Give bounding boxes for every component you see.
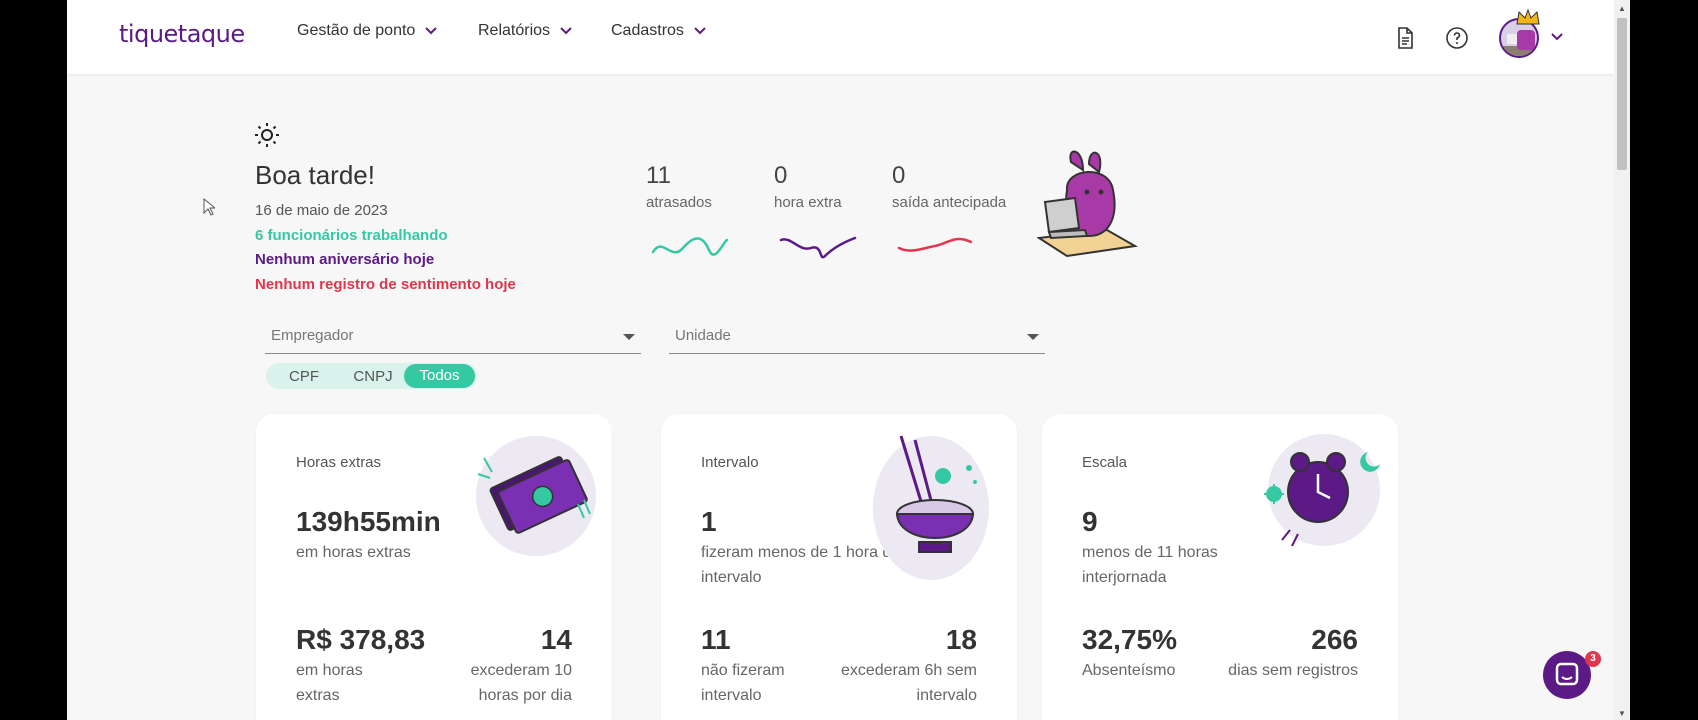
logo[interactable]: tiquetaque xyxy=(119,20,245,48)
unit-select[interactable]: Unidade xyxy=(669,320,1045,354)
card-main-value: 139h55min xyxy=(296,506,441,537)
employer-select-placeholder: Empregador xyxy=(271,327,354,344)
stat-label: hora extra xyxy=(774,194,842,211)
card-secondary-value: 32,75% xyxy=(1082,624,1177,655)
card-title: Horas extras xyxy=(296,454,382,471)
wave-early-leave-sparkline xyxy=(897,237,973,252)
nav-cadastros[interactable]: Cadastros xyxy=(611,22,706,40)
alarm-clock-illustration xyxy=(1264,434,1380,547)
card-tertiary-value: 266 xyxy=(1311,624,1358,655)
card-title: Escala xyxy=(1082,454,1128,471)
help-icon[interactable] xyxy=(1445,26,1469,50)
stat-value: 0 xyxy=(892,162,906,189)
card-main-value: 1 xyxy=(701,506,717,537)
card-secondary-value: 11 xyxy=(701,624,731,655)
toggle-cnpj[interactable]: CNPJ xyxy=(353,367,393,385)
chat-icon xyxy=(1555,662,1579,686)
greeting-date: 16 de maio de 2023 xyxy=(255,202,388,219)
stat-overtime[interactable]: 0 hora extra xyxy=(774,162,842,211)
stat-early-leave[interactable]: 0 saída antecipada xyxy=(892,162,1006,211)
card-schedule[interactable]: Escala 9 menos de 11 horas interjornada … xyxy=(1042,414,1398,720)
chat-unread-badge: 3 xyxy=(1585,651,1601,667)
money-illustration xyxy=(476,436,596,556)
mood-status[interactable]: Nenhum registro de sentimento hoje xyxy=(255,276,516,293)
top-navbar: tiquetaque Gestão de ponto Relatórios Ca… xyxy=(67,0,1614,74)
mouse-cursor-icon xyxy=(203,198,215,216)
nav-gestao-de-ponto[interactable]: Gestão de ponto xyxy=(297,22,438,40)
stat-label: saída antecipada xyxy=(892,194,1007,211)
card-overtime[interactable]: Horas extras 139h55min em horas extras R… xyxy=(256,414,612,720)
document-type-toggle: CPF CNPJ Todos xyxy=(266,363,477,389)
dropdown-arrow-icon xyxy=(623,334,635,340)
employer-select[interactable]: Empregador xyxy=(265,320,641,354)
bunny-mascot-illustration xyxy=(1037,150,1139,258)
noodle-bowl-illustration xyxy=(873,435,989,580)
card-interval[interactable]: Intervalo 1 fizeram menos de 1 hora de i… xyxy=(661,414,1017,720)
nav-label: Cadastros xyxy=(611,22,684,39)
nav-label: Relatórios xyxy=(478,22,551,39)
nav-relatorios[interactable]: Relatórios xyxy=(478,22,572,40)
card-main-value: 9 xyxy=(1082,506,1098,537)
scroll-up-arrow-icon[interactable]: ▲ xyxy=(1618,4,1626,13)
card-tertiary-value: 14 xyxy=(540,624,572,655)
birthday-status[interactable]: Nenhum aniversário hoje xyxy=(255,251,435,268)
card-title: Intervalo xyxy=(701,454,759,471)
chevron-down-icon[interactable] xyxy=(1551,33,1563,41)
card-secondary-caption: não fizeram intervalo xyxy=(701,662,785,704)
scroll-thumb[interactable] xyxy=(1617,18,1627,170)
chevron-down-icon xyxy=(694,27,706,35)
greeting-title: Boa tarde! xyxy=(255,160,375,190)
chat-launcher-button[interactable] xyxy=(1543,651,1591,699)
chevron-down-icon xyxy=(425,27,438,35)
sun-icon xyxy=(255,123,279,147)
toggle-cpf[interactable]: CPF xyxy=(289,367,319,385)
stat-late[interactable]: 11 atrasados xyxy=(646,162,712,211)
stat-value: 11 xyxy=(646,162,671,189)
stat-label: atrasados xyxy=(646,194,712,211)
avatar-image xyxy=(1501,30,1537,56)
card-tertiary-value: 18 xyxy=(945,624,977,655)
card-tertiary-caption: excederam 6h sem intervalo xyxy=(840,662,977,704)
app-window: tiquetaque Gestão de ponto Relatórios Ca… xyxy=(67,0,1614,720)
toggle-todos[interactable]: Todos xyxy=(404,364,475,388)
scroll-down-arrow-icon[interactable]: ▼ xyxy=(1618,709,1626,718)
card-main-caption: fizeram menos de 1 hora de intervalo xyxy=(701,544,901,586)
wave-late-sparkline xyxy=(651,237,729,256)
card-tertiary-caption: excederam 10 horas por dia xyxy=(470,662,572,704)
wave-overtime-sparkline xyxy=(779,236,857,259)
working-status[interactable]: 6 funcionários trabalhando xyxy=(255,227,448,244)
crown-icon xyxy=(1516,8,1540,25)
card-secondary-caption: Absenteísmo xyxy=(1082,662,1176,679)
card-secondary-caption: em horas extras xyxy=(296,662,363,704)
stat-value: 0 xyxy=(774,162,788,189)
unit-select-placeholder: Unidade xyxy=(675,327,731,344)
vertical-scrollbar[interactable]: ▲ ▼ xyxy=(1614,0,1630,720)
card-main-caption: em horas extras xyxy=(296,544,411,561)
chevron-down-icon xyxy=(560,27,572,35)
card-tertiary-caption: dias sem registros xyxy=(1228,662,1358,679)
document-icon[interactable] xyxy=(1393,26,1417,50)
card-main-caption: menos de 11 horas interjornada xyxy=(1082,544,1218,586)
nav-label: Gestão de ponto xyxy=(297,22,416,39)
card-secondary-value: R$ 378,83 xyxy=(296,624,426,655)
dropdown-arrow-icon xyxy=(1027,334,1039,340)
